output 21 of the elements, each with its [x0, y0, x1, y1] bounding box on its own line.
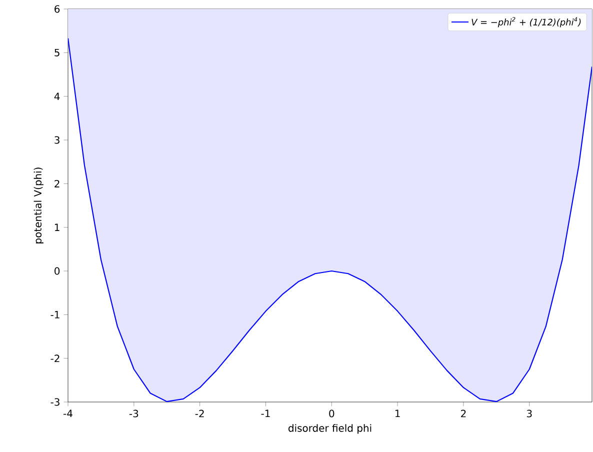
y-tick-label: 4	[54, 92, 60, 100]
x-tick-label: 1	[395, 410, 400, 418]
legend-label: V = −phi$^{2}$ + (1/12)(phi$^{4}$)	[472, 17, 581, 28]
y-tick-label: 6	[54, 5, 60, 13]
x-tick-label: -2	[195, 410, 204, 418]
y-tick-label: -2	[50, 354, 60, 362]
x-tick-label: 3	[526, 410, 532, 418]
x-axis-title: disorder field phi	[288, 424, 372, 434]
y-axis-title: potential V(phi)	[34, 168, 44, 244]
y-tick-label: 2	[54, 180, 60, 188]
y-tick-label: -3	[50, 398, 60, 406]
y-tick-label: 0	[54, 267, 60, 275]
y-tick-label: 1	[54, 224, 60, 231]
x-tick-label: -3	[129, 410, 138, 418]
y-tick-label: -1	[50, 311, 60, 318]
x-tick-label: 2	[461, 410, 466, 418]
y-tick-label: 3	[54, 136, 60, 144]
y-tick-label: 5	[54, 48, 60, 56]
x-tick-label: -1	[261, 410, 270, 418]
x-tick-label: 0	[329, 410, 334, 418]
x-tick-label: -4	[64, 410, 72, 418]
